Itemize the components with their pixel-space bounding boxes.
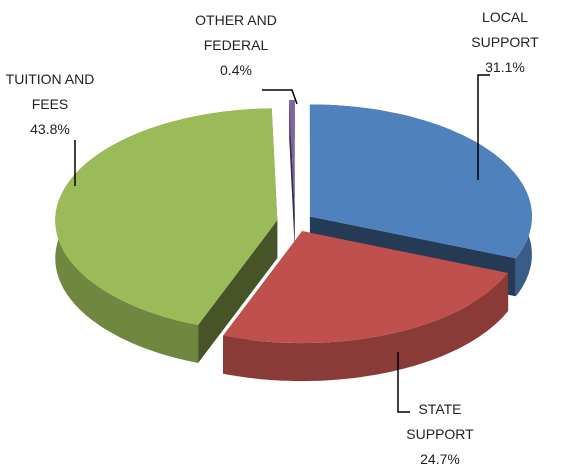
category-name: OTHER AND FEDERAL bbox=[195, 12, 277, 53]
slice bbox=[289, 100, 295, 213]
category-name: STATE SUPPORT bbox=[406, 401, 474, 442]
value-label: 43.8% bbox=[30, 121, 70, 137]
slice-label: LOCAL SUPPORT 31.1% bbox=[460, 5, 550, 80]
slice-wall bbox=[198, 220, 278, 363]
value-label: 31.1% bbox=[485, 59, 525, 75]
slice bbox=[223, 231, 509, 344]
slice-label: TUITION AND FEES 43.8% bbox=[0, 67, 100, 142]
slice-side bbox=[223, 273, 509, 382]
category-name: TUITION AND FEES bbox=[5, 71, 95, 112]
leader-line bbox=[262, 89, 298, 105]
category-name: LOCAL SUPPORT bbox=[471, 9, 539, 50]
leader-line bbox=[477, 74, 490, 180]
slice-label: OTHER AND FEDERAL 0.4% bbox=[181, 8, 291, 83]
pie-tops bbox=[55, 100, 532, 344]
slice-label: STATE SUPPORT 24.7% bbox=[395, 397, 485, 469]
leader-line bbox=[397, 352, 410, 413]
value-label: 24.7% bbox=[420, 451, 460, 467]
value-label: 0.4% bbox=[220, 62, 252, 78]
slice bbox=[55, 108, 278, 326]
slice bbox=[309, 104, 532, 259]
